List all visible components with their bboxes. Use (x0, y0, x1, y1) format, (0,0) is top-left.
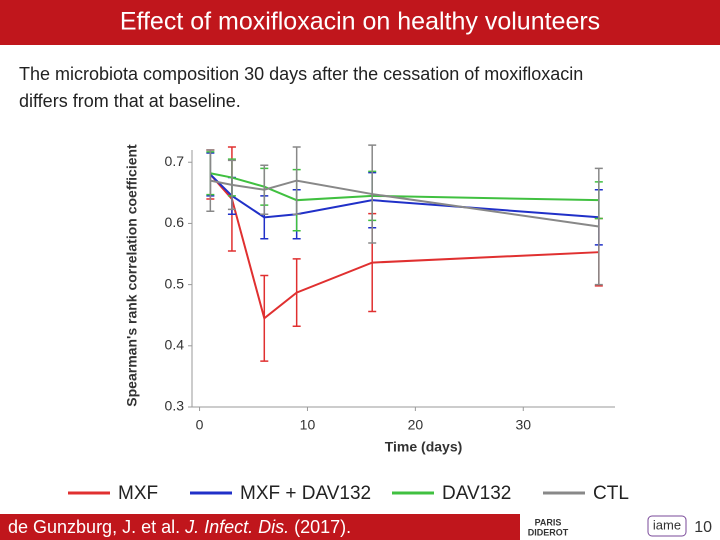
x-tick-label: 0 (196, 417, 204, 433)
x-axis-label: Time (days) (385, 439, 463, 455)
error-bar (260, 164, 269, 215)
legend-label: CTL (593, 483, 629, 504)
slide-title: Effect of moxifloxacin on healthy volunt… (120, 8, 600, 36)
error-bar (292, 146, 301, 215)
legend-label: MXF (118, 483, 158, 504)
logo-box (647, 515, 687, 537)
error-bar (260, 274, 269, 362)
series-line (210, 172, 599, 202)
series-line (209, 173, 599, 219)
error-bar (227, 159, 236, 211)
y-tick-label: 0.4 (165, 337, 185, 353)
logo-text: PARIS (535, 517, 562, 527)
y-tick-label: 0.6 (165, 214, 185, 230)
citation-part: de Gunzburg, J. et al. (8, 517, 185, 537)
y-tick-label: 0.7 (165, 153, 185, 169)
page-number: 10 (694, 519, 712, 536)
citation-part: (2017). (289, 517, 351, 537)
subtitle-line: differs from that at baseline. (19, 91, 241, 111)
x-tick-label: 10 (300, 417, 316, 433)
y-axis-label: Spearman's rank correlation coefficient (124, 144, 140, 407)
citation-journal: J. Infect. Dis. (184, 517, 289, 537)
error-bar (206, 149, 215, 212)
citation: de Gunzburg, J. et al. J. Infect. Dis. (… (8, 517, 351, 537)
legend-label: MXF + DAV132 (240, 483, 371, 504)
y-tick-label: 0.5 (165, 275, 185, 291)
error-bar (368, 144, 377, 244)
series-line (210, 179, 599, 228)
x-tick-label: 20 (408, 417, 424, 433)
y-tick-label: 0.3 (165, 398, 185, 414)
footer-bar (0, 514, 520, 540)
error-bar (292, 258, 301, 327)
subtitle-line: The microbiota composition 30 days after… (19, 64, 583, 84)
logo-text: DIDEROT (528, 527, 569, 537)
title-bar (0, 0, 720, 45)
logo-text: iame (653, 517, 681, 532)
x-tick-label: 30 (515, 417, 531, 433)
error-bar (594, 167, 603, 286)
series-line (209, 173, 599, 321)
legend-label: DAV132 (442, 483, 511, 504)
